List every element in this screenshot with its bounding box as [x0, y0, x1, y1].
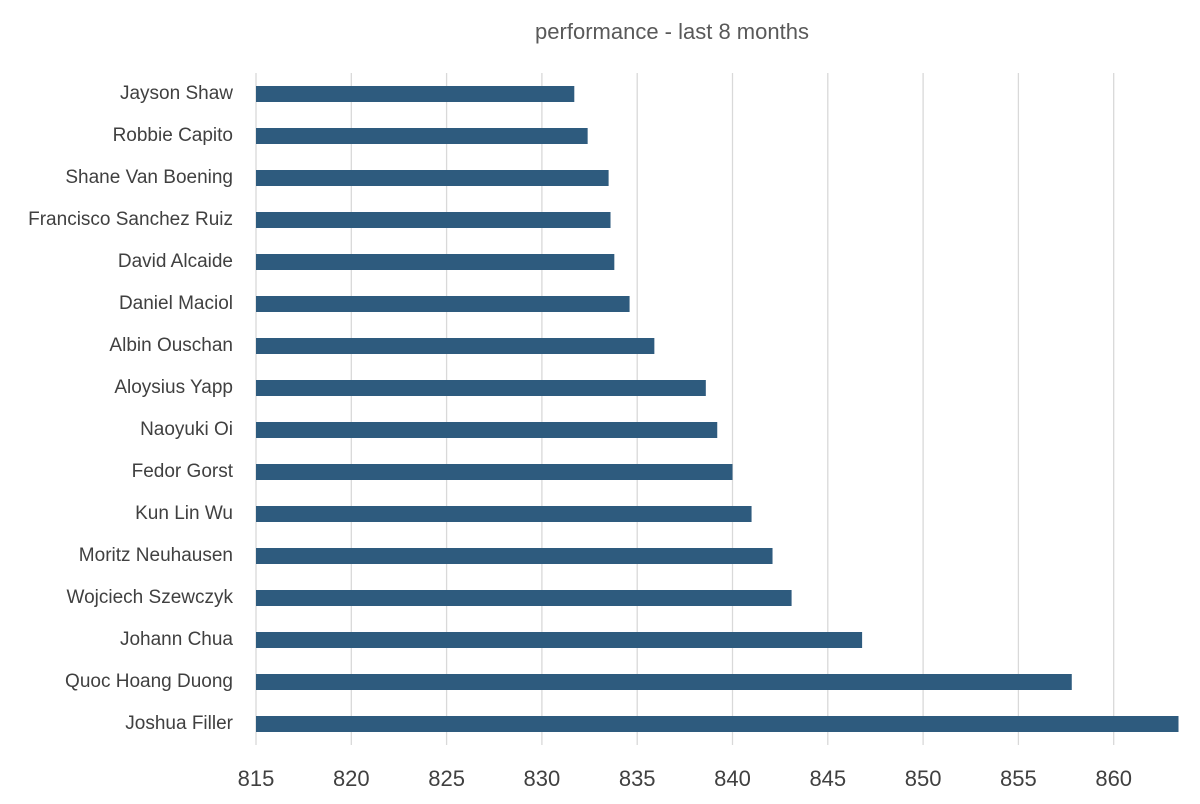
x-tick-label: 820: [333, 766, 370, 791]
y-tick-label: Joshua Filler: [125, 713, 233, 734]
y-tick-label: Fedor Gorst: [132, 461, 234, 482]
bar: [256, 170, 609, 186]
x-tick-label: 850: [905, 766, 942, 791]
y-tick-label: David Alcaide: [118, 251, 233, 272]
bar: [256, 464, 733, 480]
y-tick-label: Francisco Sanchez Ruiz: [28, 209, 233, 230]
x-tick-label: 855: [1000, 766, 1037, 791]
bar: [256, 590, 792, 606]
bar: [256, 506, 752, 522]
bar: [256, 86, 575, 102]
bar: [256, 716, 1179, 732]
y-tick-label: Shane Van Boening: [65, 167, 233, 188]
y-tick-label: Naoyuki Oi: [140, 419, 233, 440]
y-tick-label: Aloysius Yapp: [114, 377, 233, 398]
bar: [256, 128, 588, 144]
x-tick-label: 815: [238, 766, 275, 791]
y-tick-label: Albin Ouschan: [109, 335, 233, 356]
x-tick-label: 860: [1095, 766, 1132, 791]
y-tick-label: Jayson Shaw: [120, 83, 233, 104]
y-tick-label: Robbie Capito: [113, 125, 233, 146]
bar: [256, 212, 611, 228]
y-tick-label: Wojciech Szewczyk: [67, 587, 234, 608]
y-tick-label: Quoc Hoang Duong: [65, 671, 233, 692]
bar: [256, 422, 718, 438]
y-tick-label: Kun Lin Wu: [135, 503, 233, 524]
bar: [256, 296, 630, 312]
x-tick-label: 830: [524, 766, 561, 791]
bar: [256, 548, 773, 564]
y-tick-label: Johann Chua: [120, 629, 233, 650]
x-tick-label: 845: [809, 766, 846, 791]
x-tick-label: 835: [619, 766, 656, 791]
bar: [256, 254, 615, 270]
bar: [256, 674, 1072, 690]
chart-title: performance - last 8 months: [535, 19, 809, 44]
x-tick-label: 825: [428, 766, 465, 791]
bar: [256, 632, 863, 648]
bar: [256, 380, 706, 396]
y-tick-label: Moritz Neuhausen: [79, 545, 233, 566]
y-tick-label: Daniel Maciol: [119, 293, 233, 314]
bar: [256, 338, 655, 354]
x-tick-label: 840: [714, 766, 751, 791]
